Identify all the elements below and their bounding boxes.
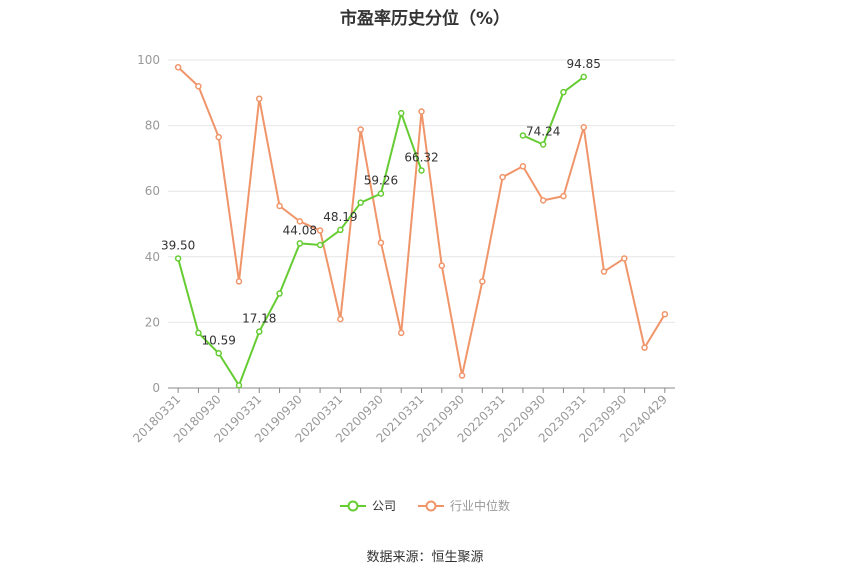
data-point[interactable] <box>276 290 283 297</box>
data-label: 44.08 <box>283 223 317 237</box>
data-point[interactable] <box>357 199 364 206</box>
y-tick-label: 20 <box>145 315 160 329</box>
legend-item-industry[interactable]: 行业中位数 <box>418 497 510 514</box>
data-point[interactable] <box>580 73 587 81</box>
y-tick-label: 40 <box>145 250 160 264</box>
data-point[interactable] <box>479 278 486 285</box>
series-layer <box>174 63 669 389</box>
x-axis: 2018033120180930201903312019093020200331… <box>130 387 675 445</box>
data-point[interactable] <box>296 240 304 247</box>
data-point[interactable] <box>174 63 182 71</box>
data-point[interactable] <box>276 202 283 210</box>
data-point[interactable] <box>377 239 385 246</box>
data-point[interactable] <box>519 163 527 170</box>
legend: 公司 行业中位数 <box>0 497 850 514</box>
y-tick-label: 0 <box>152 381 160 395</box>
data-label: 66.32 <box>404 150 438 164</box>
data-point[interactable] <box>316 241 324 249</box>
y-tick-label: 80 <box>145 119 160 133</box>
data-point[interactable] <box>235 278 243 285</box>
data-point[interactable] <box>580 123 587 131</box>
data-label: 10.59 <box>202 333 236 347</box>
data-point[interactable] <box>377 190 385 197</box>
data-point[interactable] <box>256 95 263 102</box>
data-point[interactable] <box>560 88 567 96</box>
data-point[interactable] <box>357 126 364 133</box>
data-point[interactable] <box>195 329 202 337</box>
legend-item-company[interactable]: 公司 <box>339 497 396 514</box>
series-line <box>522 76 585 146</box>
data-label: 39.50 <box>161 238 195 252</box>
data-point[interactable] <box>621 255 628 262</box>
data-point[interactable] <box>418 108 425 115</box>
data-label: 17.18 <box>242 312 276 326</box>
data-point[interactable] <box>397 109 405 117</box>
legend-company-icon <box>339 500 366 511</box>
data-point[interactable] <box>539 141 547 148</box>
data-point[interactable] <box>195 82 202 90</box>
data-point[interactable] <box>337 315 344 323</box>
data-point[interactable] <box>519 132 527 139</box>
data-point[interactable] <box>438 262 446 269</box>
data-point[interactable] <box>539 197 547 204</box>
data-label: 74.24 <box>526 124 560 138</box>
data-point[interactable] <box>458 372 466 379</box>
data-point[interactable] <box>397 329 405 337</box>
legend-industry-label: 行业中位数 <box>450 499 511 513</box>
data-point[interactable] <box>235 382 243 389</box>
grid-lines <box>168 59 675 323</box>
y-axis: 0 20 40 60 80 100 <box>137 53 160 395</box>
data-label: 94.85 <box>567 57 601 71</box>
data-source: 数据来源：恒生聚源 <box>366 550 484 565</box>
data-point[interactable] <box>641 344 648 351</box>
data-point[interactable] <box>337 226 344 234</box>
chart-title: 市盈率历史分位（%） <box>339 9 511 29</box>
legend-company-label: 公司 <box>371 499 396 513</box>
data-point[interactable] <box>418 167 425 174</box>
data-label: 59.26 <box>364 174 398 188</box>
y-tick-label: 100 <box>137 53 160 67</box>
data-point[interactable] <box>499 173 506 181</box>
data-label: 48.19 <box>323 210 357 224</box>
data-point[interactable] <box>174 255 182 262</box>
data-labels: 39.50 10.59 17.18 44.08 48.19 59.26 66.32 74.24… <box>161 57 601 347</box>
data-point[interactable] <box>296 218 304 225</box>
data-point[interactable] <box>661 310 669 318</box>
data-point[interactable] <box>256 328 263 335</box>
data-point[interactable] <box>215 133 222 141</box>
legend-industry-icon <box>418 500 444 511</box>
y-tick-label: 60 <box>145 184 160 198</box>
data-point[interactable] <box>215 350 222 357</box>
data-point[interactable] <box>560 192 567 200</box>
data-point[interactable] <box>316 227 324 234</box>
data-point[interactable] <box>600 268 608 275</box>
